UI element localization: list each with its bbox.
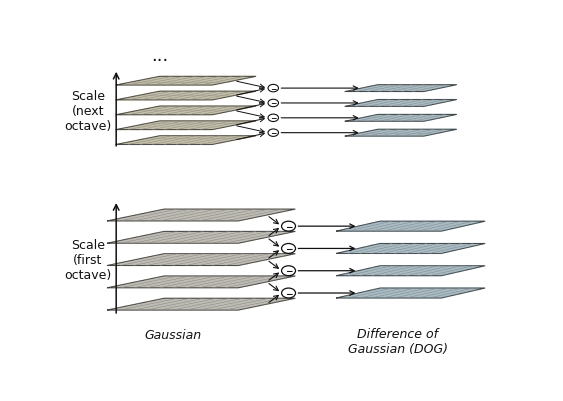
Circle shape (282, 266, 296, 276)
Polygon shape (108, 210, 295, 221)
Polygon shape (116, 122, 256, 130)
Text: −: − (285, 267, 292, 275)
Text: Scale
(next
octave): Scale (next octave) (64, 90, 111, 133)
Circle shape (282, 288, 296, 298)
Text: Difference of
Gaussian (DOG): Difference of Gaussian (DOG) (347, 327, 448, 355)
Polygon shape (337, 222, 485, 231)
Circle shape (282, 244, 296, 254)
Text: −: − (270, 114, 276, 123)
Text: Gaussian: Gaussian (144, 328, 202, 341)
Circle shape (282, 222, 296, 231)
Text: −: − (285, 222, 292, 231)
Polygon shape (108, 254, 295, 266)
Circle shape (268, 115, 279, 122)
Text: Scale
(first
octave): Scale (first octave) (64, 239, 111, 282)
Circle shape (268, 100, 279, 107)
Polygon shape (345, 130, 457, 137)
Polygon shape (345, 85, 457, 92)
Text: −: − (285, 289, 292, 298)
Polygon shape (116, 136, 256, 145)
Polygon shape (116, 77, 256, 86)
Polygon shape (345, 115, 457, 122)
Text: −: − (270, 84, 276, 93)
Polygon shape (337, 244, 485, 254)
Polygon shape (108, 232, 295, 243)
Polygon shape (116, 92, 256, 101)
Text: ...: ... (151, 47, 168, 65)
Polygon shape (108, 276, 295, 288)
Text: −: − (285, 244, 292, 253)
Polygon shape (108, 298, 295, 310)
Circle shape (268, 85, 279, 93)
Polygon shape (337, 266, 485, 276)
Circle shape (268, 130, 279, 137)
Polygon shape (345, 100, 457, 107)
Text: −: − (270, 99, 276, 108)
Text: −: − (270, 129, 276, 138)
Polygon shape (116, 107, 256, 115)
Polygon shape (337, 288, 485, 298)
